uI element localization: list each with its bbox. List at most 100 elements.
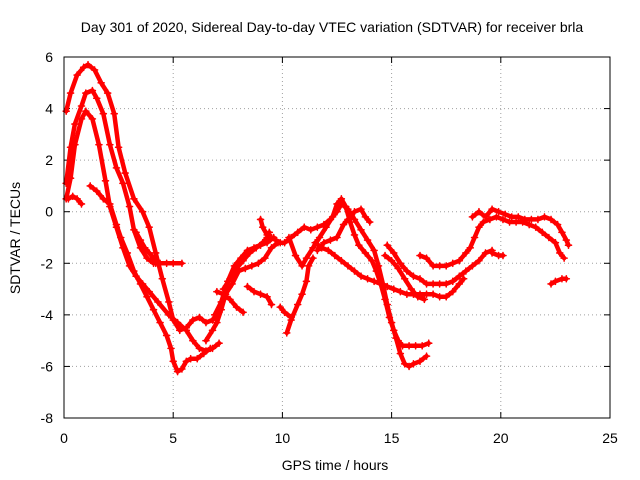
data-point-marker [555,249,564,257]
data-point-marker [365,218,374,226]
data-point-marker [551,277,560,286]
data-point-marker [261,254,269,262]
data-point-marker [162,331,171,340]
data-point-marker [248,262,256,270]
data-point-marker [479,218,488,226]
data-point-marker [199,349,208,358]
data-point-marker [245,249,254,257]
data-point-marker [302,277,311,286]
data-point-marker [422,254,431,262]
data-point-marker [387,256,396,265]
data-point-marker [208,316,217,324]
data-point-marker [531,223,540,231]
data-point-marker [215,339,223,348]
data-point-marker [71,120,79,128]
data-point-marker [328,213,337,221]
data-point-marker [324,246,333,255]
data-point-marker [551,238,560,247]
data-point-marker [169,357,177,366]
data-point-marker [468,262,477,270]
data-point-marker [232,303,241,311]
data-point-marker [540,213,549,221]
data-point-marker [409,360,418,368]
y-tick-label: 6 [45,49,53,65]
x-tick-label: 5 [169,430,177,446]
data-point-marker [344,262,352,270]
data-point-marker [189,336,197,345]
data-point-marker [442,280,450,288]
data-point-marker [88,115,97,123]
data-point-marker [389,249,398,257]
data-point-marker [298,262,306,270]
data-point-marker [213,318,221,327]
data-point-marker [241,264,250,273]
data-point-marker [82,107,90,115]
data-point-marker [311,238,319,247]
data-point-marker [71,140,79,149]
data-point-marker [121,169,129,177]
data-point-marker [195,313,204,322]
data-point-marker [167,344,175,353]
data-point-marker [156,318,164,327]
series-arc-21 [468,205,573,250]
data-point-marker [381,295,389,304]
data-point-marker [385,313,394,322]
data-point-marker [315,233,324,242]
data-point-marker [494,207,503,216]
data-point-marker [499,215,507,224]
data-point-marker [357,272,365,280]
data-point-marker [106,200,114,208]
data-point-marker [538,228,547,237]
data-point-marker [66,89,75,97]
data-point-marker [547,280,555,288]
data-point-marker [263,293,271,301]
data-point-marker [475,207,483,216]
data-point-marker [206,344,215,353]
series-arc-15 [313,205,374,255]
data-point-marker [420,295,429,304]
data-point-marker [355,241,363,250]
data-point-marker [306,225,315,234]
data-point-marker [381,251,389,260]
data-point-marker [521,215,529,224]
data-point-marker [403,290,411,299]
data-point-marker [309,254,317,262]
data-point-marker [357,225,365,234]
data-point-marker [361,249,370,257]
data-point-marker [101,176,110,185]
series-arc-7 [202,200,431,371]
data-point-marker [534,215,542,224]
data-point-marker [256,290,265,299]
data-point-marker [462,249,470,257]
data-point-marker [64,195,73,203]
data-point-marker [331,251,339,260]
data-point-marker [267,233,276,242]
data-point-marker [429,290,437,299]
data-point-marker [459,274,468,283]
data-point-marker [376,280,385,288]
data-point-marker [149,305,158,314]
data-point-marker [317,244,326,252]
data-point-marker [333,233,341,242]
data-point-marker [145,223,153,231]
series-arc-22 [488,249,507,260]
data-point-marker [486,215,494,224]
data-point-marker [564,241,573,250]
data-point-marker [136,236,145,244]
data-point-marker [68,192,77,201]
data-point-marker [149,254,158,262]
data-point-marker [341,202,350,211]
data-point-marker [560,254,568,262]
data-point-marker [468,213,477,221]
y-axis-tick-labels: -8 -6 -4 -2 0 2 4 6 [41,49,54,426]
data-point-marker [429,262,437,270]
series-arc-10 [213,287,247,317]
data-point-marker [252,244,260,252]
data-point-marker [267,244,276,252]
data-point-marker [389,285,398,293]
data-point-marker [77,200,86,208]
data-point-marker [193,354,202,363]
data-point-marker [429,280,437,288]
data-point-marker [239,308,247,317]
data-point-marker [226,274,234,283]
